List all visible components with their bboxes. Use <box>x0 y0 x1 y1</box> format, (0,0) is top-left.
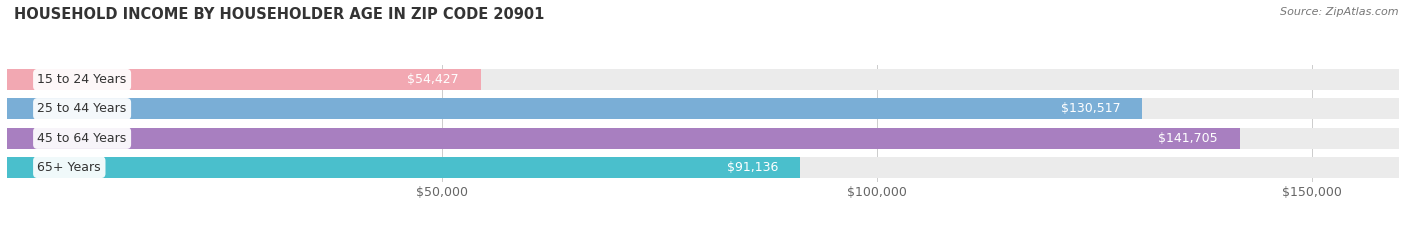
Bar <box>7 128 1399 149</box>
Bar <box>7 98 1143 119</box>
Text: Source: ZipAtlas.com: Source: ZipAtlas.com <box>1281 7 1399 17</box>
Text: HOUSEHOLD INCOME BY HOUSEHOLDER AGE IN ZIP CODE 20901: HOUSEHOLD INCOME BY HOUSEHOLDER AGE IN Z… <box>14 7 544 22</box>
Text: $54,427: $54,427 <box>408 73 458 86</box>
Text: 65+ Years: 65+ Years <box>38 161 101 174</box>
Bar <box>7 157 1399 178</box>
Text: 45 to 64 Years: 45 to 64 Years <box>38 132 127 144</box>
Bar <box>7 128 1240 149</box>
Text: 15 to 24 Years: 15 to 24 Years <box>38 73 127 86</box>
Bar <box>7 98 1399 119</box>
Text: $141,705: $141,705 <box>1159 132 1218 144</box>
Text: $130,517: $130,517 <box>1062 103 1121 115</box>
Bar <box>7 69 1399 90</box>
Text: $91,136: $91,136 <box>727 161 778 174</box>
Bar <box>7 69 481 90</box>
Text: 25 to 44 Years: 25 to 44 Years <box>38 103 127 115</box>
Bar <box>7 157 800 178</box>
